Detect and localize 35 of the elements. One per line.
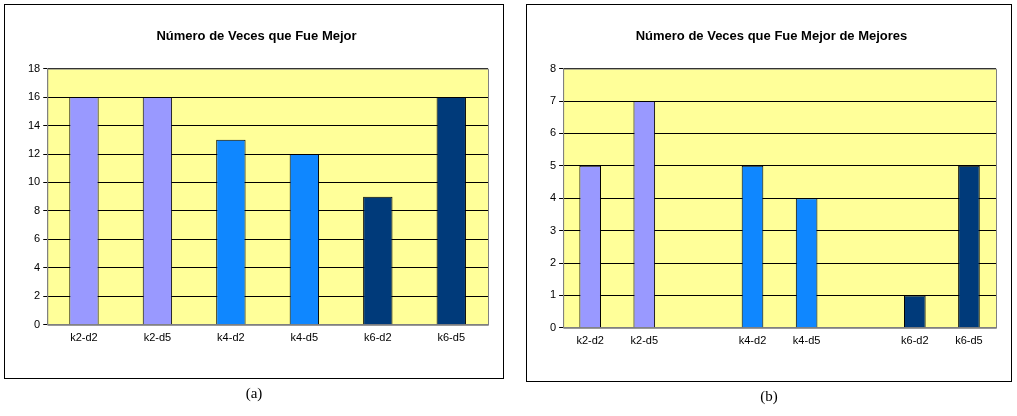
text: (b) [759, 388, 779, 405]
y-tick-label: 14 [27, 118, 41, 131]
y-tick-label: 18 [27, 61, 41, 74]
y-tick-label: 0 [549, 320, 557, 333]
x-tick-label: k6-d5 [437, 331, 466, 344]
x-tick-label: k4-d5 [792, 334, 821, 347]
x-tick-label: k2-d5 [143, 331, 172, 344]
x-tick-label: k6-d5 [955, 334, 983, 347]
chart-title: Número de Veces que Fue Mejor de Mejores [635, 28, 908, 44]
y-tick-label: 3 [549, 223, 557, 236]
chart-title: Número de Veces que Fue Mejor [156, 28, 357, 44]
y-tick-label: 4 [34, 260, 41, 273]
y-tick-label: 4 [549, 191, 557, 204]
y-tick-label: 2 [34, 289, 41, 302]
y-tick-label: 2 [549, 256, 557, 269]
x-tick-label: k4-d5 [290, 331, 319, 344]
x-tick-label: k2-d2 [576, 334, 604, 347]
x-tick-label: k6-d2 [364, 331, 392, 344]
y-tick-label: 8 [549, 61, 557, 74]
y-tick-label: 16 [27, 90, 41, 103]
y-tick-label: 0 [34, 317, 41, 330]
text: (a) [244, 385, 264, 402]
y-tick-label: 6 [34, 232, 41, 245]
y-tick-label: 8 [34, 203, 41, 216]
x-tick-label: k4-d2 [738, 334, 767, 347]
y-tick-label: 5 [549, 158, 557, 171]
y-tick-label: 1 [549, 288, 557, 301]
y-tick-label: 10 [27, 175, 41, 188]
x-tick-label: k2-d2 [70, 331, 98, 344]
x-tick-label: k2-d5 [630, 334, 659, 347]
x-tick-label: k6-d2 [901, 334, 929, 347]
x-tick-label: k4-d2 [217, 331, 245, 344]
y-tick-label: 7 [549, 94, 557, 107]
y-tick-label: 12 [27, 147, 41, 160]
y-tick-label: 6 [549, 126, 557, 139]
